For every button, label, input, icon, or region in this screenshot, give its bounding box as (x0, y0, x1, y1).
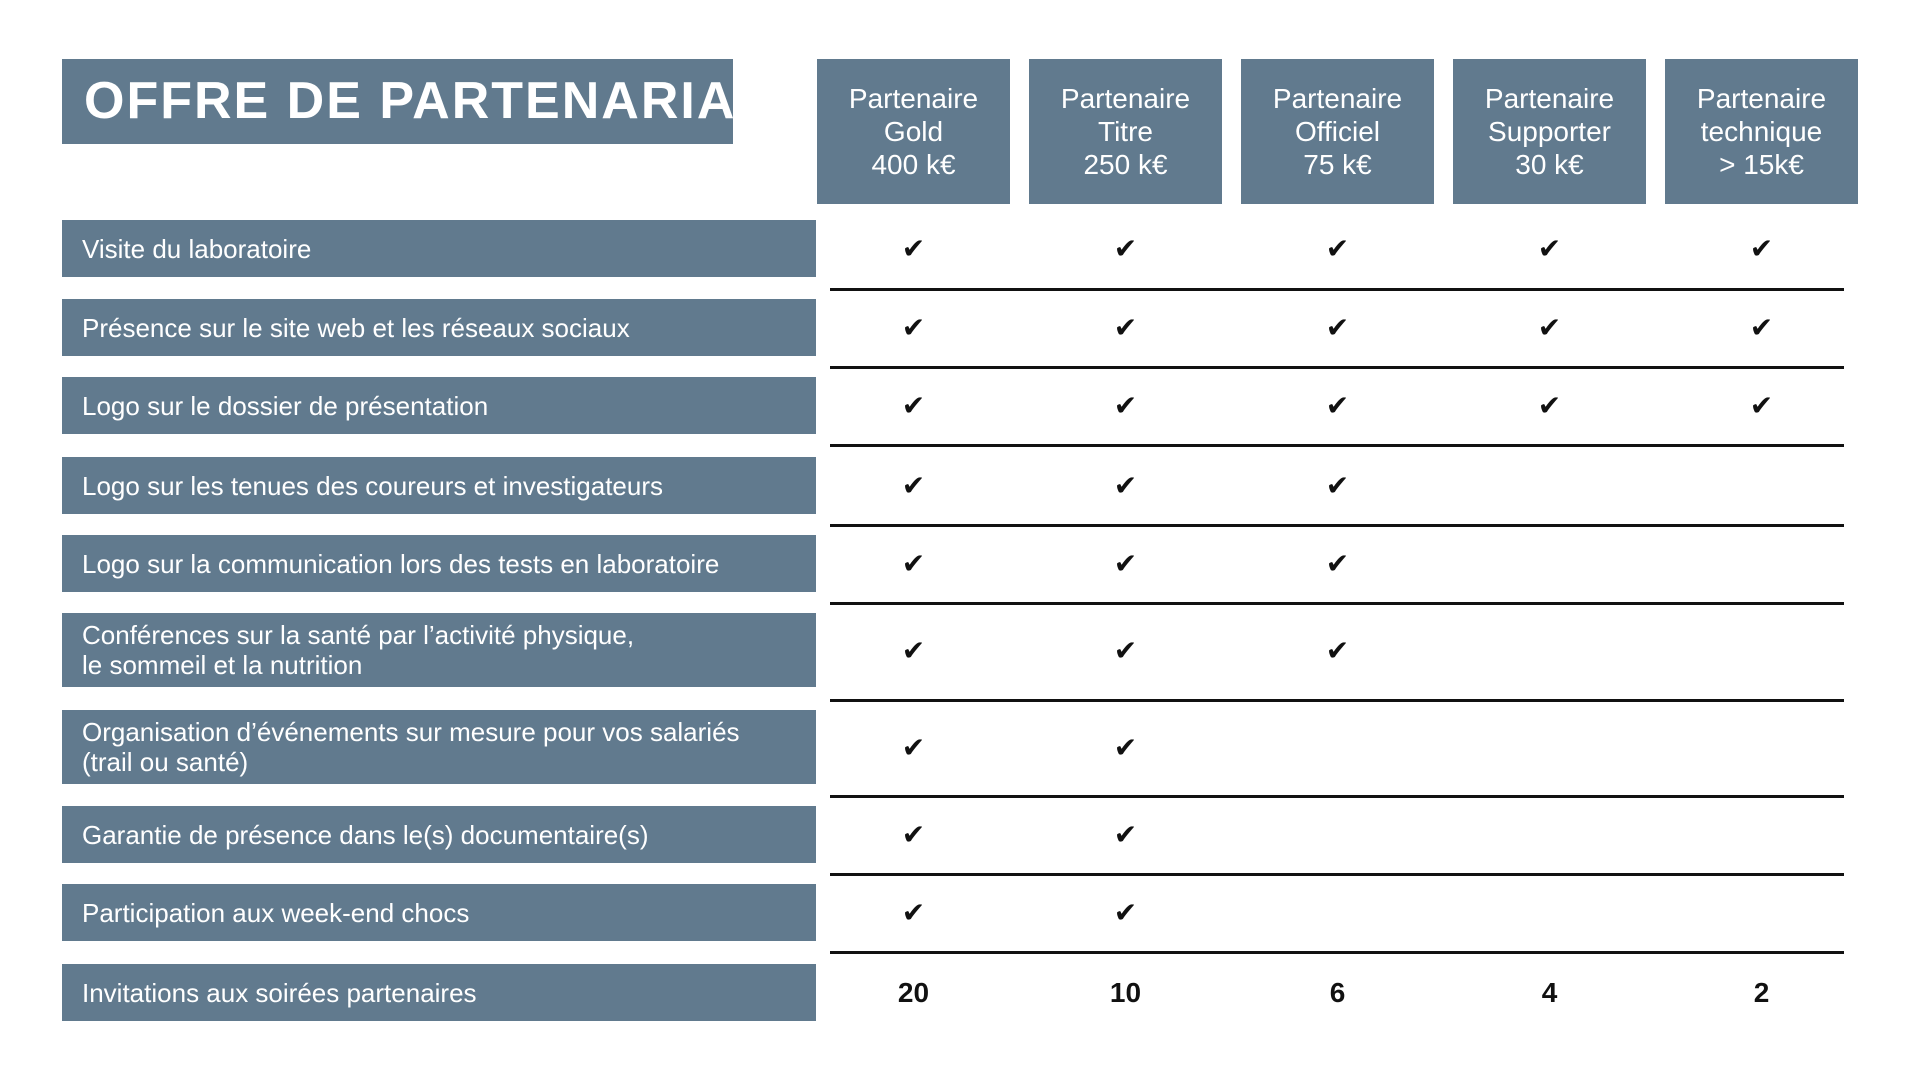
row-divider (830, 288, 1844, 291)
row-label-text: Conférences sur la santé par l’activité … (82, 620, 635, 650)
row-label-text: Participation aux week-end chocs (82, 897, 470, 928)
row-label-text: Invitations aux soirées partenaires (82, 977, 477, 1008)
row-label-text: Logo sur les tenues des coureurs et inve… (82, 470, 664, 501)
row-label-text: Logo sur la communication lors des tests… (82, 548, 720, 579)
row-label: Garantie de présence dans le(s) document… (62, 806, 816, 863)
row-label: Logo sur les tenues des coureurs et inve… (62, 457, 816, 514)
row-divider (830, 366, 1844, 369)
check-icon: ✔ (1325, 470, 1350, 501)
check-icon: ✔ (1113, 819, 1138, 850)
row-label: Présence sur le site web et les réseaux … (62, 299, 816, 356)
check-icon: ✔ (1325, 390, 1350, 421)
row-label-text: Garantie de présence dans le(s) document… (82, 819, 649, 850)
check-icon: ✔ (901, 819, 926, 850)
invitation-count: 6 (1329, 976, 1346, 1008)
check-icon: ✔ (901, 897, 926, 928)
column-header-line3: 250 k€ (1083, 149, 1168, 180)
invitation-count: 4 (1541, 976, 1558, 1008)
row-label-text: Visite du laboratoire (82, 233, 312, 264)
check-icon: ✔ (1537, 312, 1562, 343)
column-header-line2: Officiel (1294, 116, 1381, 147)
column-header-line2: Supporter (1488, 116, 1611, 147)
check-icon: ✔ (1113, 897, 1138, 928)
row-label: Organisation d’événements sur mesure pou… (62, 710, 816, 784)
column-header-line2: Gold (883, 116, 944, 147)
column-header: Partenaire Titre 250 k€ (1029, 59, 1222, 204)
column-header-line1: Partenaire (1484, 83, 1615, 114)
column-header: Partenaire Supporter 30 k€ (1453, 59, 1646, 204)
column-header-line1: Partenaire (1060, 83, 1191, 114)
check-icon: ✔ (1537, 390, 1562, 421)
invitation-count: 10 (1109, 976, 1142, 1008)
row-label-text: Logo sur le dossier de présentation (82, 390, 489, 421)
column-header-line3: 400 k€ (871, 149, 956, 180)
row-label-text: (trail ou santé) (82, 747, 249, 777)
row-divider (830, 602, 1844, 605)
check-icon: ✔ (1325, 634, 1350, 666)
row-divider (830, 951, 1844, 954)
row-label: Logo sur la communication lors des tests… (62, 535, 816, 592)
check-icon: ✔ (901, 470, 926, 501)
check-icon: ✔ (901, 548, 926, 579)
row-divider (830, 795, 1844, 798)
row-label: Conférences sur la santé par l’activité … (62, 613, 816, 687)
row-label: Logo sur le dossier de présentation (62, 377, 816, 434)
check-icon: ✔ (1325, 233, 1350, 264)
check-icon: ✔ (1113, 233, 1138, 264)
check-icon: ✔ (1749, 233, 1774, 264)
check-icon: ✔ (901, 634, 926, 666)
check-icon: ✔ (1749, 390, 1774, 421)
invitation-count: 20 (897, 976, 930, 1008)
row-divider (830, 873, 1844, 876)
check-icon: ✔ (1325, 312, 1350, 343)
column-header: Partenaire technique > 15k€ (1665, 59, 1858, 204)
row-label-text: Organisation d’événements sur mesure pou… (82, 717, 740, 747)
check-icon: ✔ (1113, 312, 1138, 343)
check-icon: ✔ (1113, 470, 1138, 501)
check-icon: ✔ (1113, 548, 1138, 579)
column-header: Partenaire Officiel 75 k€ (1241, 59, 1434, 204)
column-header-line3: > 15k€ (1719, 149, 1804, 180)
check-icon: ✔ (901, 731, 926, 763)
check-icon: ✔ (901, 233, 926, 264)
check-icon: ✔ (1113, 731, 1138, 763)
column-header-line1: Partenaire (1272, 83, 1403, 114)
column-header-line3: 30 k€ (1515, 149, 1584, 180)
row-divider (830, 444, 1844, 447)
column-header-line1: Partenaire (1696, 83, 1827, 114)
row-label-text: le sommeil et la nutrition (82, 650, 363, 680)
check-icon: ✔ (1113, 634, 1138, 666)
check-icon: ✔ (1325, 548, 1350, 579)
row-label: Invitations aux soirées partenaires (62, 964, 816, 1021)
column-header-line1: Partenaire (848, 83, 979, 114)
column-header-line3: 75 k€ (1303, 149, 1372, 180)
invitation-count: 2 (1753, 976, 1770, 1008)
check-icon: ✔ (1749, 312, 1774, 343)
row-label: Participation aux week-end chocs (62, 884, 816, 941)
column-header-line2: Titre (1098, 116, 1153, 147)
row-label-text: Présence sur le site web et les réseaux … (82, 312, 630, 343)
column-header-line2: technique (1700, 116, 1823, 147)
row-divider (830, 524, 1844, 527)
row-divider (830, 699, 1844, 702)
check-icon: ✔ (1537, 233, 1562, 264)
column-header: Partenaire Gold 400 k€ (817, 59, 1010, 204)
row-label: Visite du laboratoire (62, 220, 816, 277)
check-icon: ✔ (901, 312, 926, 343)
page-title: OFFRE DE PARTENARIAT (62, 59, 764, 144)
check-icon: ✔ (1113, 390, 1138, 421)
check-icon: ✔ (901, 390, 926, 421)
